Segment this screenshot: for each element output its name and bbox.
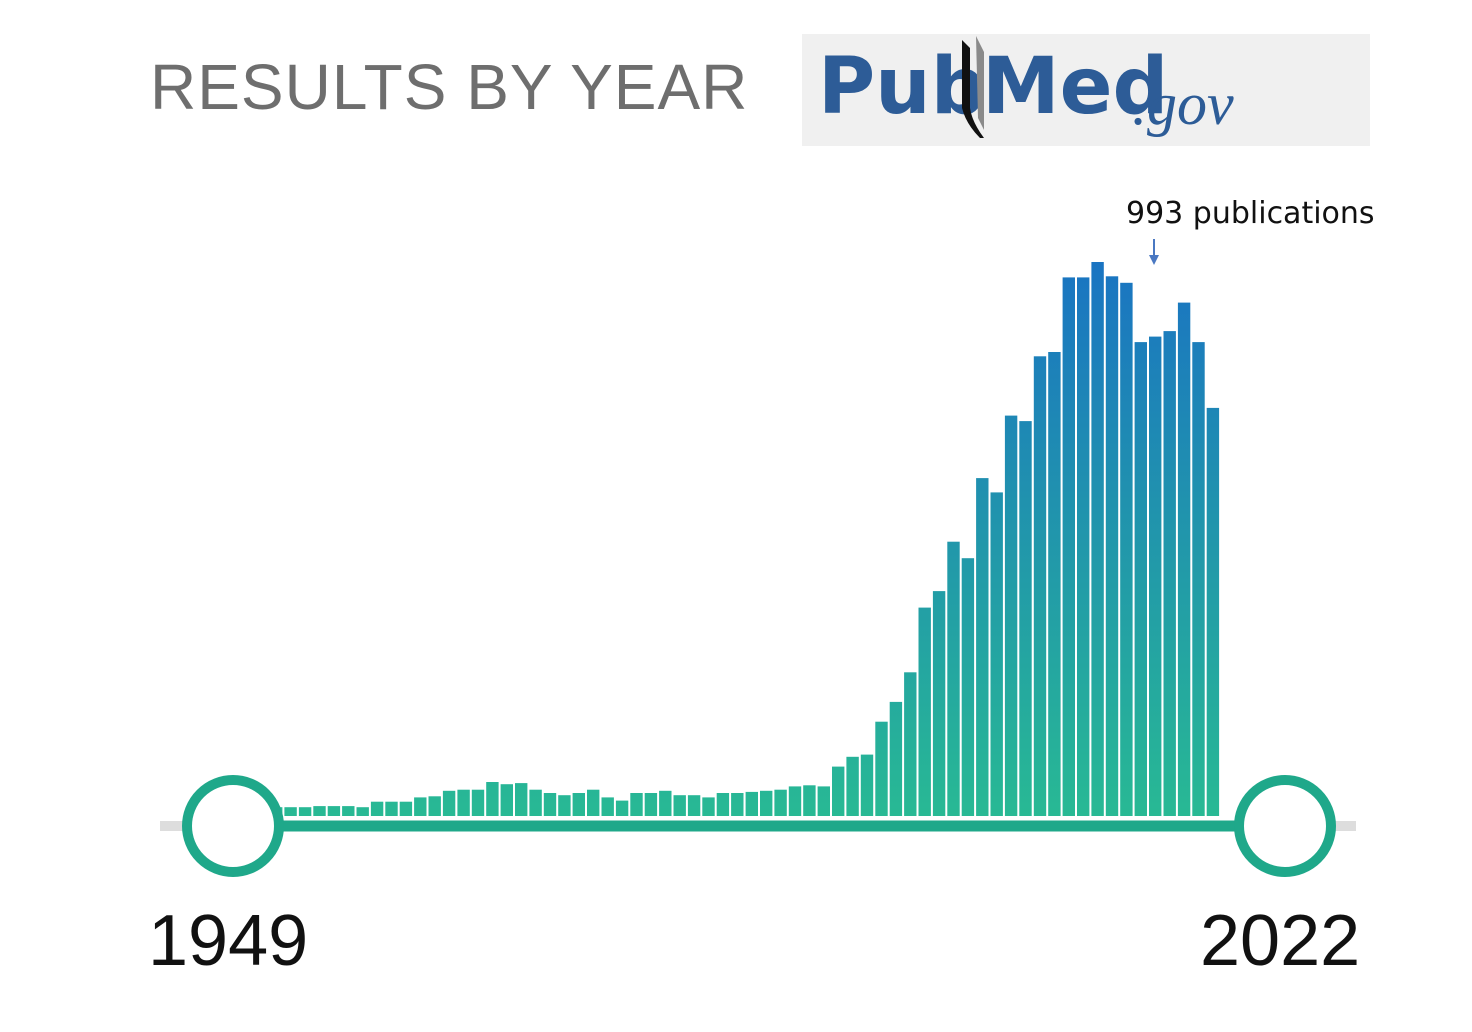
- bar-1993[interactable]: [860, 754, 874, 816]
- page-title: RESULTS BY YEAR: [150, 51, 749, 123]
- pubmed-logo[interactable]: Pub Med .gov: [802, 34, 1370, 146]
- bar-2001[interactable]: [976, 478, 989, 816]
- bar-1988[interactable]: [788, 786, 802, 816]
- bar-1972[interactable]: [558, 795, 571, 816]
- bar-1995[interactable]: [889, 701, 903, 816]
- bar-1982[interactable]: [702, 797, 715, 816]
- bar-1983[interactable]: [716, 793, 730, 816]
- bar-1961[interactable]: [399, 801, 413, 816]
- bar-1997[interactable]: [918, 607, 931, 816]
- bar-1977[interactable]: [630, 793, 643, 816]
- bar-1959[interactable]: [370, 801, 384, 816]
- bar-1968[interactable]: [500, 784, 513, 816]
- bar-1973[interactable]: [572, 793, 585, 816]
- bar-2008[interactable]: [1077, 277, 1090, 816]
- logo-text-med: Med: [982, 42, 1169, 132]
- bar-1986[interactable]: [760, 790, 773, 816]
- bar-1996[interactable]: [904, 672, 917, 816]
- range-start-year: 1949: [148, 901, 309, 981]
- bar-1991[interactable]: [832, 766, 845, 816]
- bar-2013[interactable]: [1149, 336, 1162, 816]
- bar-2006[interactable]: [1048, 352, 1061, 816]
- bar-2005[interactable]: [1033, 356, 1047, 816]
- bar-1979[interactable]: [659, 790, 672, 816]
- bar-1966[interactable]: [471, 789, 485, 816]
- bar-1974[interactable]: [587, 789, 600, 816]
- bar-1955[interactable]: [313, 806, 326, 816]
- book-icon: [962, 36, 984, 138]
- bar-1999[interactable]: [947, 541, 960, 816]
- bar-1957[interactable]: [342, 806, 355, 816]
- bar-1969[interactable]: [515, 783, 528, 816]
- bar-2009[interactable]: [1091, 262, 1104, 816]
- bar-1989[interactable]: [803, 785, 816, 816]
- bar-1965[interactable]: [457, 789, 470, 816]
- bar-1990[interactable]: [817, 786, 830, 816]
- bar-2012[interactable]: [1134, 342, 1147, 816]
- logo-text-pub: Pub: [818, 42, 987, 132]
- logo-text-gov: .gov: [1132, 71, 1234, 137]
- bar-1994[interactable]: [875, 721, 888, 816]
- bar-1958[interactable]: [356, 807, 369, 816]
- bar-2015[interactable]: [1177, 302, 1191, 817]
- bar-1992[interactable]: [846, 756, 859, 816]
- range-handle-start[interactable]: [182, 775, 284, 877]
- bar-1978[interactable]: [644, 793, 658, 816]
- bar-1976[interactable]: [615, 800, 629, 816]
- bar-1970[interactable]: [529, 789, 542, 816]
- bar-1953[interactable]: [284, 807, 297, 816]
- bar-2007[interactable]: [1062, 277, 1075, 816]
- bar-1980[interactable]: [673, 795, 686, 816]
- bar-2017[interactable]: [1206, 407, 1220, 816]
- bar-2000[interactable]: [961, 558, 975, 816]
- bar-1975[interactable]: [601, 797, 614, 816]
- bar-2016[interactable]: [1192, 342, 1205, 816]
- bar-1960[interactable]: [385, 801, 398, 816]
- bar-1984[interactable]: [731, 793, 744, 816]
- bar-2011[interactable]: [1120, 282, 1133, 816]
- bar-1954[interactable]: [298, 807, 312, 816]
- bar-1987[interactable]: [774, 789, 787, 816]
- bar-2014[interactable]: [1163, 331, 1176, 816]
- bar-2003[interactable]: [1004, 415, 1018, 816]
- bar-1964[interactable]: [442, 790, 456, 816]
- bar-2010[interactable]: [1105, 276, 1119, 816]
- range-handle-end[interactable]: [1234, 775, 1336, 877]
- peak-annotation: 993 publications: [1126, 196, 1375, 231]
- range-end-year: 2022: [1200, 901, 1361, 981]
- bar-1985[interactable]: [745, 791, 758, 816]
- bar-1981[interactable]: [687, 795, 701, 816]
- peak-arrow-head: [1149, 255, 1159, 265]
- bar-2002[interactable]: [990, 492, 1003, 816]
- bar-2004[interactable]: [1019, 421, 1032, 816]
- bar-1971[interactable]: [543, 793, 557, 816]
- bar-1962[interactable]: [414, 797, 427, 816]
- bar-1963[interactable]: [428, 796, 441, 816]
- bar-1967[interactable]: [486, 782, 499, 816]
- bar-1998[interactable]: [932, 591, 946, 816]
- bar-1956[interactable]: [327, 806, 341, 816]
